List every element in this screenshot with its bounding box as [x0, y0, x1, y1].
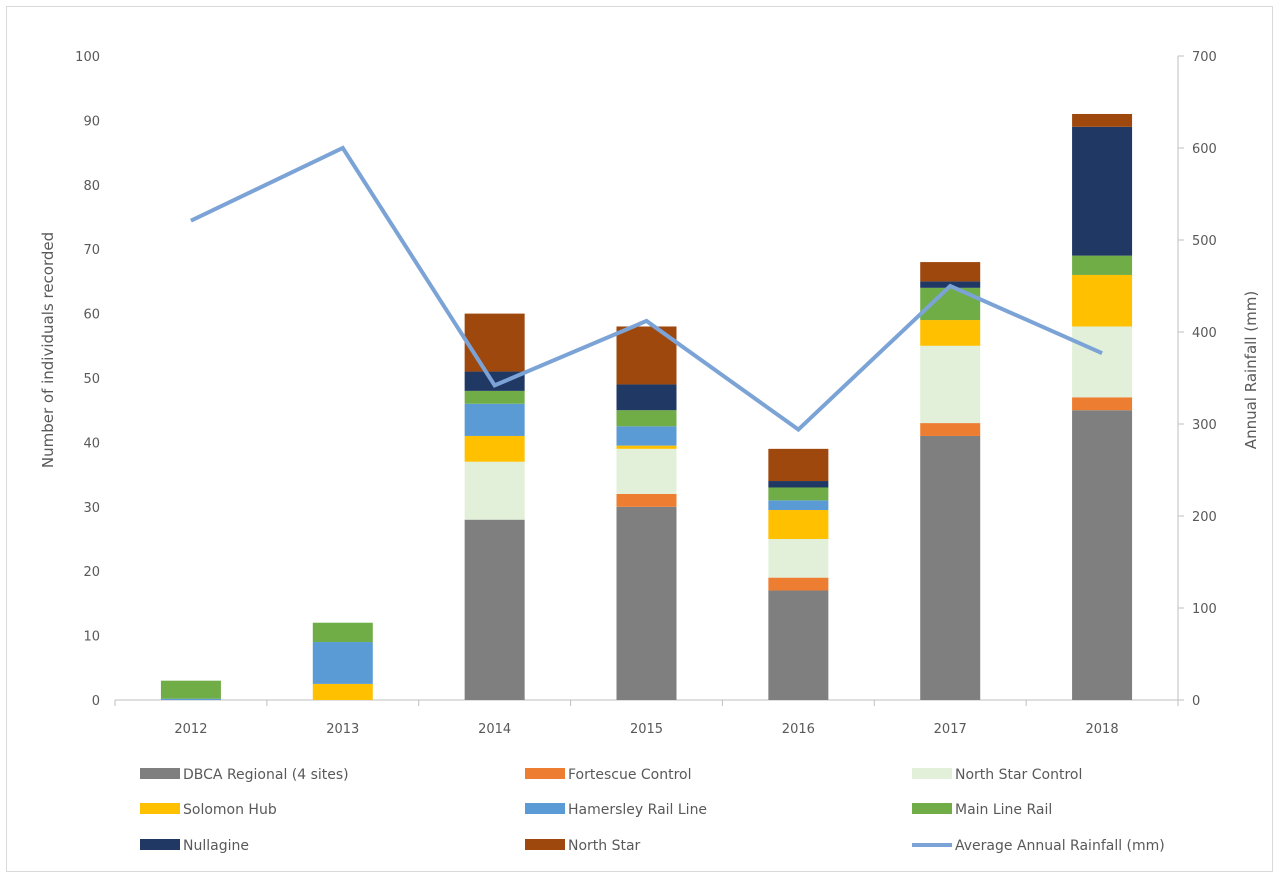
- bar-segment: [768, 500, 829, 511]
- bar-segment: [1072, 274, 1133, 327]
- y-tick-label: 60: [83, 308, 100, 323]
- bar-segment: [464, 371, 525, 391]
- bar-segment: [616, 426, 677, 446]
- x-tick-label: 2014: [478, 722, 511, 737]
- bar-segment: [768, 510, 829, 539]
- y2-axis-title: Annual Rainfall (mm): [1242, 291, 1260, 449]
- legend-swatch: [140, 768, 180, 779]
- bar-segment: [464, 519, 525, 700]
- y2-tick-label: 200: [1192, 510, 1217, 525]
- legend-swatch: [140, 839, 180, 850]
- bar-segment: [768, 448, 829, 482]
- y-tick-label: 30: [83, 501, 100, 516]
- x-tick-label: 2012: [174, 722, 207, 737]
- y2-tick-label: 0: [1192, 694, 1200, 709]
- y2-tick-label: 100: [1192, 602, 1217, 617]
- x-tick-label: 2018: [1086, 722, 1119, 737]
- legend-swatch: [140, 803, 180, 814]
- bar-segment: [160, 680, 221, 699]
- legend-label: North Star Control: [955, 767, 1082, 783]
- y-tick-label: 40: [83, 436, 100, 451]
- y-tick-label: 20: [83, 565, 100, 580]
- y2-tick-label: 400: [1192, 326, 1217, 341]
- bar-segment: [464, 390, 525, 404]
- bar-segment: [768, 577, 829, 591]
- y-tick-label: 10: [83, 630, 100, 645]
- bar-segment: [768, 590, 829, 700]
- legend-swatch: [912, 803, 952, 814]
- bar-segment: [464, 461, 525, 520]
- legend-label: Average Annual Rainfall (mm): [955, 838, 1165, 854]
- bar-segment: [1072, 255, 1133, 275]
- y-axis-title: Number of individuals recorded: [39, 232, 57, 468]
- bar-segment: [920, 435, 981, 700]
- bar-segment: [616, 506, 677, 700]
- legend-swatch: [525, 768, 565, 779]
- legend-swatch: [912, 768, 952, 779]
- y-tick-label: 50: [83, 372, 100, 387]
- bar-segment: [1072, 126, 1133, 256]
- bar-segment: [616, 493, 677, 507]
- x-tick-label: 2017: [934, 722, 967, 737]
- bar-segment: [768, 487, 829, 501]
- legend-label: Solomon Hub: [183, 802, 277, 818]
- y2-tick-label: 700: [1192, 50, 1217, 65]
- bar-segment: [160, 698, 221, 700]
- bar-segment: [616, 445, 677, 449]
- bar-segment: [920, 345, 981, 424]
- bar-segment: [312, 622, 373, 643]
- bar-segment: [312, 683, 373, 700]
- bar-segment: [1072, 397, 1133, 411]
- y-tick-label: 90: [83, 114, 100, 129]
- bar-segment: [768, 539, 829, 578]
- rainfall-line: [190, 145, 1103, 433]
- bar-segment: [312, 642, 373, 684]
- y2-tick-label: 500: [1192, 234, 1217, 249]
- bar-segment: [1072, 410, 1133, 700]
- bar-segment: [616, 410, 677, 427]
- legend-label: DBCA Regional (4 sites): [183, 767, 349, 783]
- bar-segment: [464, 435, 525, 462]
- bar-segment: [768, 481, 829, 488]
- bar-segment: [920, 423, 981, 436]
- y-tick-label: 80: [83, 179, 100, 194]
- legend-swatch: [525, 839, 565, 850]
- bar-segment: [920, 262, 981, 282]
- y2-tick-label: 600: [1192, 142, 1217, 157]
- x-tick-label: 2013: [326, 722, 359, 737]
- legend-label: Fortescue Control: [568, 767, 692, 783]
- y-tick-label: 100: [75, 50, 100, 65]
- x-tick-label: 2015: [630, 722, 663, 737]
- legend-label: Main Line Rail: [955, 802, 1052, 818]
- bar-segment: [464, 313, 525, 372]
- y2-tick-label: 300: [1192, 418, 1217, 433]
- legend-swatch: [525, 803, 565, 814]
- legend-label: Hamersley Rail Line: [568, 802, 707, 818]
- legend-label: Nullagine: [183, 838, 249, 854]
- bar-segment: [616, 448, 677, 494]
- bar-segment: [1072, 326, 1133, 398]
- bar-segment: [464, 403, 525, 436]
- legend-label: North Star: [568, 838, 641, 854]
- bar-segment: [1072, 113, 1133, 127]
- bar-segment: [920, 320, 981, 346]
- y-tick-label: 70: [83, 243, 100, 258]
- x-tick-label: 2016: [782, 722, 815, 737]
- y-tick-label: 0: [92, 694, 100, 709]
- bar-segment: [616, 384, 677, 411]
